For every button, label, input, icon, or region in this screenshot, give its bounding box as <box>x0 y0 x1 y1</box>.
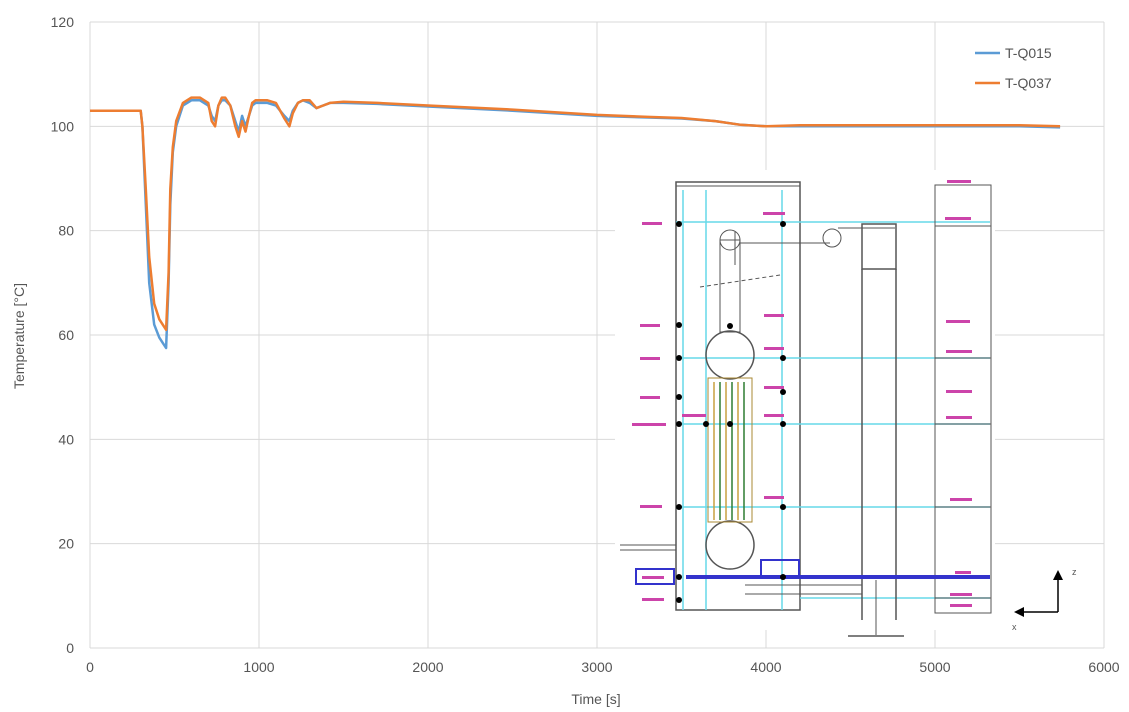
legend-label-t-q015: T-Q015 <box>1005 45 1052 61</box>
facility-schematic-inset: z x <box>615 170 1077 637</box>
legend-label-t-q037: T-Q037 <box>1005 75 1052 91</box>
x-tick-label: 3000 <box>581 659 612 675</box>
riser <box>719 239 741 333</box>
y-tick-labels: 0 20 40 60 80 100 120 <box>51 14 75 656</box>
z-axis-label: z <box>1072 567 1077 577</box>
level-scale <box>934 184 992 614</box>
y-tick-label: 60 <box>58 327 74 343</box>
legend: T-Q015 T-Q037 <box>975 45 1052 91</box>
x-arrow-head <box>1014 607 1024 617</box>
sensor-tags <box>632 180 972 607</box>
x-tick-label: 1000 <box>243 659 274 675</box>
separator <box>861 223 897 270</box>
series-lines <box>90 96 1061 350</box>
steam-line-elbow <box>822 228 842 248</box>
y-tick-label: 40 <box>58 431 74 447</box>
y-tick-label: 120 <box>51 14 75 30</box>
lower-plenum <box>705 520 755 570</box>
x-tick-label: 2000 <box>412 659 443 675</box>
x-tick-label: 6000 <box>1088 659 1119 675</box>
upper-plenum <box>705 330 755 380</box>
highlight-box-right <box>760 559 800 577</box>
x-tick-label: 0 <box>86 659 94 675</box>
y-tick-label: 80 <box>58 223 74 239</box>
inset-background <box>615 170 995 630</box>
highlight-box-left <box>635 568 675 585</box>
y-axis-title: Temperature [°C] <box>11 283 27 389</box>
y-tick-label: 20 <box>58 536 74 552</box>
y-tick-label: 100 <box>51 118 75 134</box>
series-line-t-q037 <box>90 96 1061 332</box>
riser-top <box>719 229 741 251</box>
measurement-points <box>676 221 786 603</box>
tube-bundle <box>707 377 753 523</box>
x-axis-title: Time [s] <box>571 691 620 707</box>
vessel-frame <box>675 181 801 611</box>
x-axis-label: x <box>1012 622 1017 632</box>
z-arrow-head <box>1053 570 1063 580</box>
x-tick-label: 5000 <box>919 659 950 675</box>
x-tick-labels: 0 1000 2000 3000 4000 5000 6000 <box>86 659 1120 675</box>
y-tick-label: 0 <box>66 640 74 656</box>
x-tick-label: 4000 <box>750 659 781 675</box>
